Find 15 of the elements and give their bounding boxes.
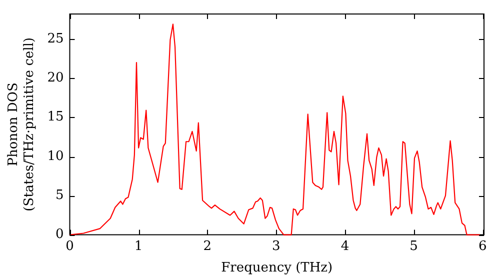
x-tick-label: 0: [66, 238, 74, 254]
y-tick-label: 0: [55, 227, 64, 242]
y-tick-label: 5: [55, 188, 64, 204]
x-tick-label: 4: [340, 238, 350, 254]
y-tick-label: 15: [47, 110, 64, 125]
x-axis-title: Frequency (THz): [221, 260, 333, 276]
y-tick-label: 20: [47, 70, 64, 86]
x-tick-label: 1: [134, 238, 143, 254]
x-tick-label: 5: [410, 238, 418, 254]
y-axis-title: Phonon DOS (States/THz·primitive cell): [6, 37, 37, 212]
x-tick-label: 2: [203, 238, 212, 254]
y-tick-label: 10: [47, 148, 64, 164]
x-tick-label: 6: [478, 238, 487, 254]
x-tick-label: 3: [272, 238, 280, 254]
y-tick-label: 25: [47, 31, 64, 46]
